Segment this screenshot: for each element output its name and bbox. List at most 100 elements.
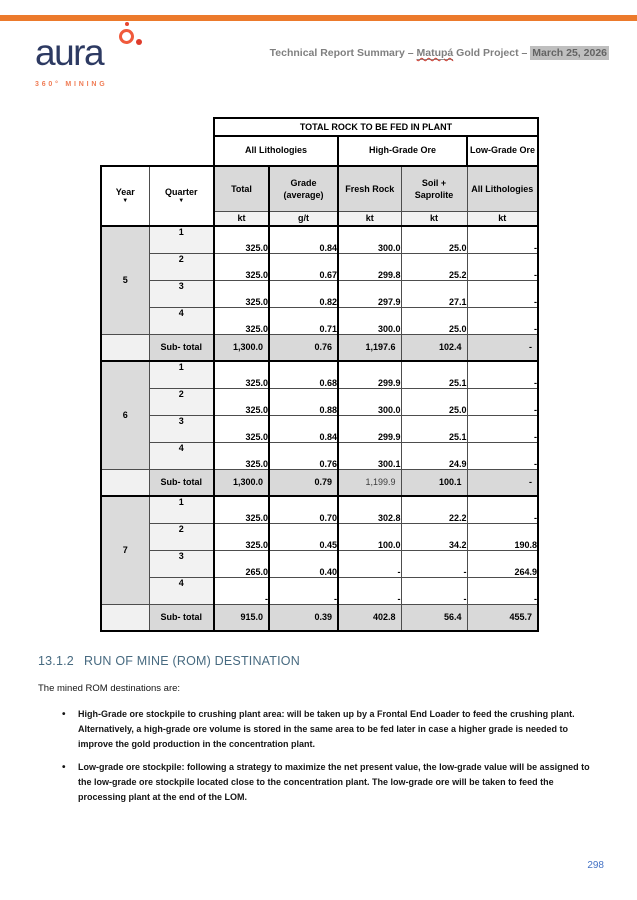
value-cell: 0.76 (268, 441, 339, 470)
column-header-total: Total (213, 165, 270, 212)
value-cell: 325.0 (213, 441, 270, 470)
value-cell: - (268, 576, 339, 605)
table-row: 2 325.0 0.45 100.0 34.2 190.8 (101, 522, 540, 551)
quarter-header-label: Quarter (164, 186, 198, 197)
value-cell: 0.68 (268, 360, 339, 389)
value-cell: 25.0 (400, 387, 468, 416)
table-row: 3 325.0 0.84 299.9 25.1- (101, 414, 540, 443)
column-header-fresh-rock: Fresh Rock (337, 165, 402, 212)
value-cell: 300.0 (337, 387, 402, 416)
value-cell: - (466, 252, 540, 281)
section-title: RUN OF MINE (ROM) DESTINATION (83, 654, 300, 668)
value-cell: 25.1 (400, 360, 468, 389)
unit-kt: kt (213, 210, 270, 227)
logo-tagline: 360° MINING (35, 81, 108, 88)
value-cell: - (213, 576, 270, 605)
section-heading: 13.1.2 RUN OF MINE (ROM) DESTINATION (38, 654, 604, 668)
intro-paragraph: The mined ROM destinations are: (38, 683, 181, 694)
quarter-cell: 4 (148, 441, 215, 470)
subtotal-row: Sub- total 1,300.0 0.79 1,199.9 100.1- (100, 468, 540, 497)
value-cell: - (466, 414, 540, 443)
quarter-filter-icon: ▼ (178, 197, 185, 204)
header-date-highlight: March 25, 2026 (530, 46, 609, 60)
quarter-cell: 2 (148, 252, 215, 281)
value-cell: 100.0 (337, 522, 402, 551)
bullet-item: High-Grade ore stockpile to crushing pla… (38, 707, 600, 752)
unit-kt: kt (466, 210, 540, 227)
quarter-cell: 3 (148, 549, 215, 578)
value-cell: 0.82 (268, 279, 339, 308)
group-low-grade-ore: Low-Grade Ore (465, 135, 540, 167)
subtotal-value-cell: 1,300.0 (213, 333, 270, 362)
quarter-cell: 3 (148, 279, 215, 308)
unit-kt: kt (337, 210, 402, 227)
value-cell: 300.0 (337, 306, 402, 335)
value-cell: 264.9 (466, 549, 540, 578)
value-cell: 325.0 (213, 360, 270, 389)
section-number: 13.1.2 (38, 654, 74, 668)
value-cell: 325.0 (213, 387, 270, 416)
subtotal-value-cell: 56.4 (400, 603, 468, 632)
value-cell: 25.0 (400, 306, 468, 335)
column-header-all-lithologies: All Lithologies (466, 165, 540, 212)
quarter-cell: 3 (148, 414, 215, 443)
unit-gt: g/t (268, 210, 339, 227)
subtotal-value-cell: 455.7 (466, 603, 540, 632)
subtotal-value-cell: 402.8 (337, 603, 402, 632)
subtotal-value-cell: 0.76 (268, 333, 339, 362)
value-cell: - (400, 576, 468, 605)
column-header-soil-saprolite: Soil + Saprolite (400, 165, 468, 212)
value-cell: - (466, 225, 540, 254)
table-spacer (101, 136, 214, 166)
table-row: 2 325.0 0.88 300.0 25.0- (101, 387, 540, 416)
header-project-name: Matupá (416, 47, 454, 60)
year-cell: 7 (100, 495, 150, 605)
value-cell: - (466, 360, 540, 389)
subtotal-year-cell (100, 468, 150, 497)
subtotal-value-cell: 100.1 (400, 468, 468, 497)
quarter-cell: 4 (148, 306, 215, 335)
value-cell: 265.0 (213, 549, 270, 578)
column-header-grade: Grade (average) (268, 165, 339, 212)
table-row: 7 1 325.0 0.70 302.8 22.2- (100, 495, 540, 605)
page-number: 298 (587, 860, 604, 871)
value-cell: - (466, 306, 540, 335)
value-cell: - (466, 387, 540, 416)
table-row: 4----- (101, 576, 540, 605)
year-cell: 5 (100, 225, 150, 335)
value-cell: 0.71 (268, 306, 339, 335)
document-header-title: Technical Report Summary – Matupá Gold P… (100, 46, 609, 60)
value-cell: 25.1 (400, 414, 468, 443)
aura-ring-icon (118, 22, 158, 62)
year-cell: 6 (100, 360, 150, 470)
subtotal-label: Sub- total (148, 468, 215, 497)
value-cell: 325.0 (213, 225, 270, 254)
value-cell: 325.0 (213, 306, 270, 335)
quarter-cell: 1 (148, 360, 215, 389)
value-cell: - (466, 495, 540, 524)
quarter-cell: 1 (148, 495, 215, 524)
header-title-prefix: Technical Report Summary – (269, 47, 417, 59)
quarter-cell: 2 (148, 387, 215, 416)
value-cell: - (337, 576, 402, 605)
table-row: 3 265.0 0.40- -264.9 (101, 549, 540, 578)
group-all-lithologies: All Lithologies (213, 135, 339, 167)
bullet-item: Low-grade ore stockpile: following a str… (38, 760, 600, 805)
subtotal-year-cell (100, 603, 150, 632)
value-cell: - (466, 576, 540, 605)
table-row: 4 325.0 0.71 300.0 25.0- (101, 306, 540, 335)
subtotal-value-cell: 1,300.0 (213, 468, 270, 497)
table-spacer (101, 118, 214, 136)
value-cell: 325.0 (213, 252, 270, 281)
subtotal-value-cell: 1,197.6 (337, 333, 402, 362)
table-row: 4 325.0 0.76 300.1 24.9- (101, 441, 540, 470)
subtotal-value-cell: - (466, 468, 540, 497)
value-cell: 0.84 (268, 414, 339, 443)
rock-feed-table-wrapper: TOTAL ROCK TO BE FED IN PLANT All Lithol… (100, 117, 540, 632)
value-cell: 0.70 (268, 495, 339, 524)
table-row: 5 1 325.0 0.84 300.0 25.0- (100, 225, 540, 335)
quarter-cell: 4 (148, 576, 215, 605)
value-cell: 0.40 (268, 549, 339, 578)
brand-bar (0, 15, 637, 21)
